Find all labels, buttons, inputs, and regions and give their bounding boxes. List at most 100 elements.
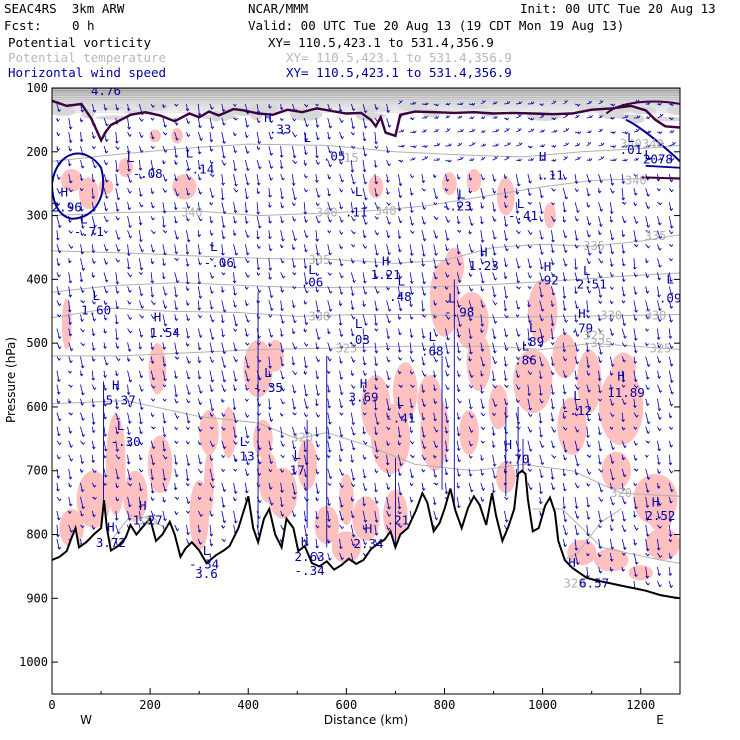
wind-vector [633, 342, 637, 353]
wind-vector [456, 286, 460, 295]
wind-vector [609, 482, 613, 490]
extrema-label: L [458, 187, 466, 202]
wind-vector [562, 202, 566, 212]
wind-vector [162, 426, 166, 437]
wind-vector [292, 174, 295, 186]
wind-vector [174, 272, 178, 283]
wind-arrowhead [339, 232, 344, 235]
pv-shaded-region [172, 174, 197, 200]
wind-vector [197, 454, 201, 465]
wind-vector [586, 426, 589, 438]
wind-arrowhead [409, 335, 414, 339]
wind-arrowhead [116, 476, 120, 480]
wind-arrowhead [151, 316, 156, 320]
pv-shaded-region [466, 333, 492, 391]
wind-arrowhead [56, 475, 61, 479]
wind-arrowhead [645, 518, 650, 522]
wind-arrowhead [279, 154, 284, 158]
wind-arrowhead [364, 323, 368, 327]
wind-vector [574, 524, 578, 535]
wind-arrowhead [436, 143, 441, 146]
wind-vector [350, 412, 354, 425]
wind-arrowhead [598, 418, 603, 422]
wind-vector [339, 440, 343, 452]
speed-closed-contour-west [52, 152, 105, 220]
wind-arrowhead [635, 144, 640, 148]
wind-vector [292, 356, 294, 365]
wind-arrowhead [280, 245, 284, 249]
wind-arrowhead [668, 462, 673, 466]
wind-vector [645, 356, 649, 367]
wind-arrowhead [280, 220, 285, 224]
wind-arrowhead [128, 290, 132, 293]
wind-arrowhead [363, 488, 368, 492]
extrema-label: L [529, 320, 537, 335]
wind-arrowhead [91, 250, 96, 254]
wind-vector [374, 440, 378, 453]
wind-arrowhead [222, 155, 226, 159]
wind-arrowhead [244, 221, 249, 224]
wind-arrowhead [81, 343, 86, 347]
wind-arrowhead [81, 392, 85, 396]
wind-vector [456, 412, 460, 420]
wind-arrowhead [446, 128, 451, 132]
extrema-label: -.35 [253, 380, 283, 395]
wind-vector [362, 272, 366, 284]
wind-vector [292, 384, 295, 394]
wind-vector [609, 244, 613, 254]
wind-arrowhead [222, 225, 226, 229]
wind-arrowhead [187, 392, 191, 396]
extrema-label: 2.51 [577, 276, 607, 291]
wind-arrowhead [115, 373, 119, 377]
wind-vector [362, 496, 365, 506]
wind-arrowhead [434, 265, 438, 269]
wind-arrowhead [292, 406, 297, 410]
wind-vector [374, 160, 377, 168]
wind-arrowhead [659, 157, 664, 161]
wind-arrowhead [115, 387, 120, 391]
wind-vector [374, 300, 378, 311]
wind-arrowhead [138, 346, 143, 350]
wind-vector [633, 300, 637, 313]
x-end-east: E [656, 713, 664, 727]
wind-arrowhead [398, 473, 402, 477]
header-center: NCAR/MMM [248, 1, 309, 16]
wind-arrowhead [280, 308, 284, 312]
wind-arrowhead [658, 102, 662, 106]
wind-arrowhead [339, 246, 344, 250]
wind-vector [68, 117, 72, 130]
wind-arrowhead [245, 196, 249, 200]
wind-vector [209, 524, 212, 537]
wind-vector [669, 143, 675, 147]
wind-vector [609, 496, 614, 505]
wind-vector [456, 342, 460, 353]
wind-arrowhead [174, 251, 179, 255]
wind-arrowhead [126, 150, 131, 154]
wind-arrowhead [92, 348, 96, 351]
wind-arrowhead [495, 143, 500, 147]
wind-arrowhead [541, 129, 545, 133]
wind-arrowhead [458, 142, 463, 146]
wind-arrowhead [128, 477, 133, 481]
wind-arrowhead [598, 360, 603, 364]
wind-vector [350, 468, 355, 481]
y-tick-label: 800 [26, 528, 48, 542]
wind-arrowhead [210, 195, 215, 199]
wind-arrowhead [481, 156, 486, 160]
wind-vector [621, 188, 624, 200]
wind-arrowhead [444, 430, 449, 434]
wind-arrowhead [586, 504, 591, 508]
wind-arrowhead [292, 265, 297, 269]
wind-arrowhead [550, 476, 555, 480]
wind-arrowhead [234, 183, 238, 187]
wind-arrowhead [163, 189, 168, 193]
wind-vector [445, 159, 451, 163]
wind-vector [574, 328, 578, 337]
wind-arrowhead [174, 178, 179, 182]
wind-vector [138, 342, 141, 349]
wind-arrowhead [151, 205, 155, 209]
wind-vector [586, 567, 589, 578]
pv-shaded-region [601, 451, 631, 490]
wind-arrowhead [645, 290, 650, 294]
wind-arrowhead [647, 101, 651, 105]
